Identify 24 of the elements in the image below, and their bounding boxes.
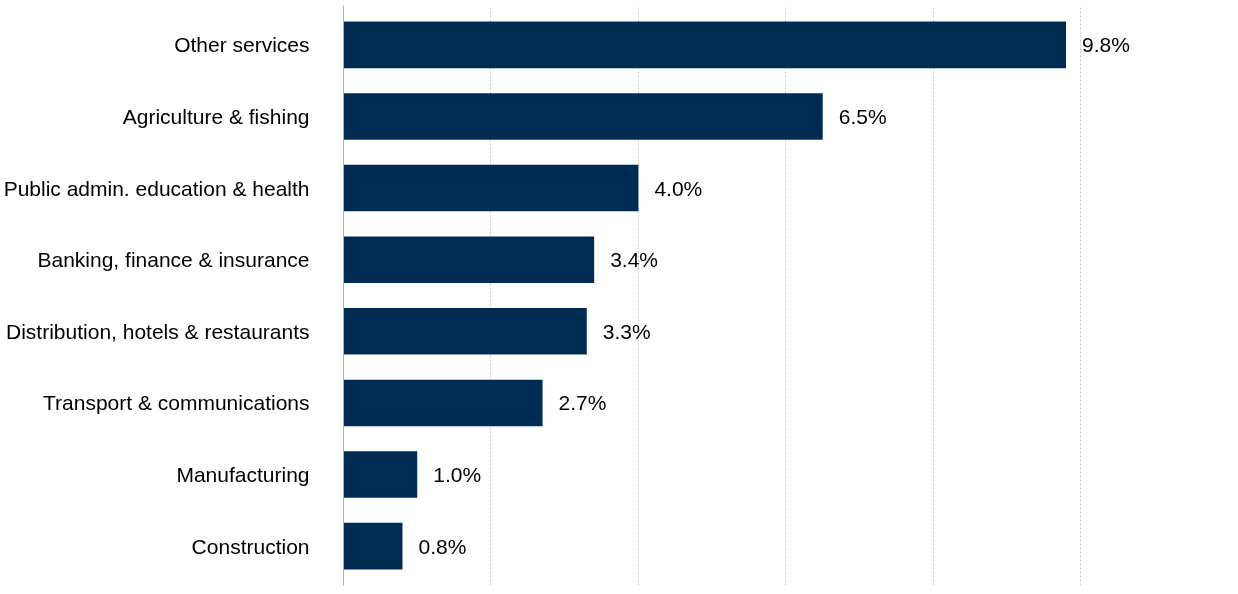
data-label: 0.8% [418, 534, 467, 558]
bar [343, 93, 823, 140]
y-tick-label: Agriculture & fishing [122, 104, 310, 128]
y-tick-label: Other services [174, 33, 310, 57]
data-label: 3.3% [602, 319, 651, 343]
y-tick-label: Manufacturing [176, 463, 310, 487]
data-label: 4.0% [654, 176, 703, 200]
bar [343, 164, 639, 212]
bar [343, 379, 543, 427]
bar [343, 236, 595, 283]
y-tick-label: Transport & communications [43, 391, 310, 415]
bar [343, 21, 1066, 69]
y-tick-label: Banking, finance & insurance [37, 248, 310, 272]
data-label: 1.0% [433, 463, 482, 487]
data-label: 3.4% [610, 248, 659, 272]
bar [343, 308, 587, 355]
bar [343, 451, 418, 498]
y-tick-label: Construction [191, 534, 310, 558]
data-label: 9.8% [1082, 33, 1130, 57]
y-tick-label: Public admin. education & health [3, 176, 310, 200]
y-tick-label: Distribution, hotels & restaurants [6, 319, 310, 343]
data-label: 2.7% [558, 391, 607, 415]
bar [343, 522, 403, 570]
data-label: 6.5% [838, 104, 887, 128]
